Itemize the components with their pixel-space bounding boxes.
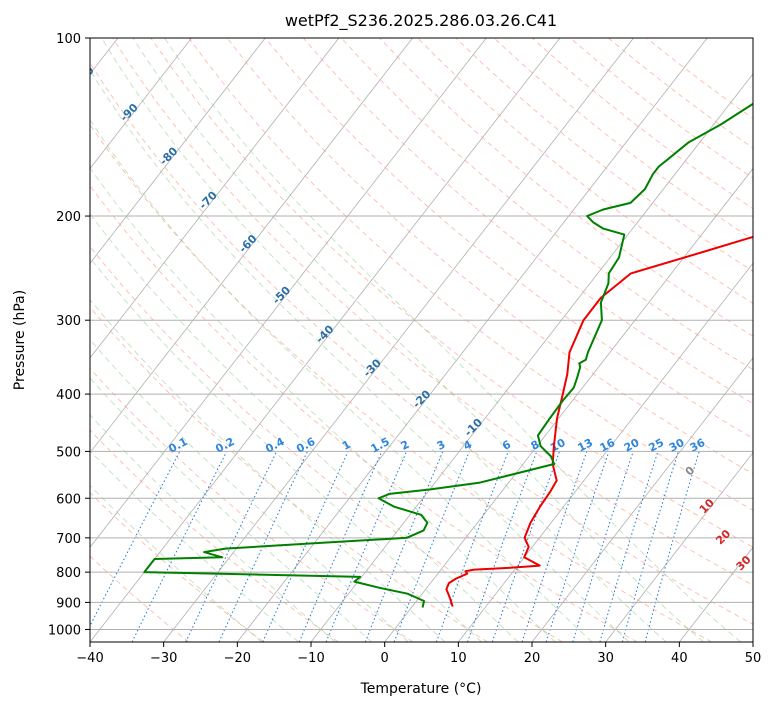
isotherm-line [531,357,753,642]
mixing-ratio-label: 13 [575,436,595,455]
y-tick-label: 900 [56,596,81,611]
chart-title: wetPf2_S236.2025.286.03.26.C41 [285,11,557,31]
x-tick-label: 40 [671,651,688,666]
dry-adiabat-line [188,38,753,511]
isotherm-line [90,38,340,359]
plot-frame [89,37,754,643]
moist-adiabat-line [132,38,704,642]
mixing-ratio-line [491,451,560,642]
mixing-ratio-label: 30 [667,436,687,455]
moist-adiabat-line [90,213,519,642]
dry-adiabat-line [379,38,753,337]
moist-adiabat-line [90,119,593,642]
moist-adiabat-line [90,377,373,642]
moist-adiabat-line [90,414,336,642]
isotherm-line [237,38,708,642]
mixing-ratio-line [298,451,383,642]
isotherm-line [310,73,753,642]
moist-adiabat-line [90,69,630,642]
moist-adiabat-line [90,167,556,642]
y-tick-label: 300 [56,314,81,329]
mixing-ratio-line [621,451,679,642]
y-tick-label: 200 [56,210,81,225]
mixing-ratio-line [364,451,444,642]
mixing-ratio-line [131,451,228,642]
mixing-ratio-line [467,451,538,642]
dry-adiabat-line [302,38,753,405]
mixing-ratio-label: 20 [622,436,642,455]
x-tick-label: 20 [524,651,541,666]
moist-adiabat-line [90,339,409,642]
mixing-ratio-line [521,451,588,642]
dry-adiabat-line [90,555,190,642]
isotherm-line [384,167,753,642]
y-tick-label: 400 [56,388,81,403]
mixing-ratio-line [599,451,659,642]
dry-adiabat-line [90,184,638,642]
mixing-ratio-line [435,451,509,642]
isotherm-line [90,38,192,170]
dry-adiabat-line [90,123,712,642]
x-tick-label: −20 [224,651,251,666]
dry-adiabat-line [90,367,414,642]
x-tick-label: −30 [150,651,177,666]
x-tick-label: −10 [297,651,324,666]
mixing-ratio-line [393,451,470,642]
x-axis: −40 −30 −20 −10 0 10 20 30 40 50 [76,642,761,666]
x-tick-label: 50 [745,651,762,666]
dry-adiabat-line [90,245,563,642]
y-axis: 100 200 300 400 500 600 700 800 900 1000 [48,32,90,638]
y-tick-label: 100 [56,32,81,47]
y-tick-label: 500 [56,445,81,460]
x-axis-title: Temperature (°C) [360,681,482,697]
isotherm-line [90,38,413,454]
dewpoint-profile-line [143,102,753,608]
pressure-grid [90,38,753,630]
mixing-ratio-line [262,451,349,642]
isotherm-line [458,262,753,642]
mixing-ratio-line [644,451,700,642]
mixing-ratio-line [572,451,634,642]
isotherm-line [90,38,487,548]
y-tick-label: 1000 [48,623,81,638]
plot-background [90,38,753,642]
moist-adiabat-line [90,299,446,642]
mixing-ratio-line [545,451,610,642]
moist-adiabat-line [164,38,742,642]
isotherm-line [90,38,561,642]
mixing-ratio-label: 16 [598,436,618,455]
x-tick-label: 10 [450,651,467,666]
mixing-ratio-label: 25 [646,436,666,455]
series-layer [143,102,753,608]
y-axis-title: Pressure (hPa) [12,290,28,390]
dry-adiabat-line [226,38,753,475]
x-tick-label: 0 [381,651,389,666]
temperature-profile-line [445,235,753,607]
isotherm-line [90,38,266,264]
moist-adiabat-line [101,38,667,642]
moist-adiabat-line [90,450,299,642]
x-tick-label: 30 [597,651,614,666]
isotherm-line [163,38,634,642]
mixing-ratio-label: 36 [688,436,708,455]
dry-adiabat-line [90,62,753,625]
moist-adiabat-line [90,484,263,642]
mixing-ratio-line [325,451,408,642]
isotherm-line [605,451,753,642]
dry-adiabat-line [150,38,753,548]
y-tick-label: 700 [56,532,81,547]
y-tick-label: 600 [56,492,81,507]
moist-adiabat-line [90,257,482,642]
dry-adiabat-line [90,429,339,642]
y-tick-label: 800 [56,566,81,581]
x-tick-label: −40 [76,651,103,666]
